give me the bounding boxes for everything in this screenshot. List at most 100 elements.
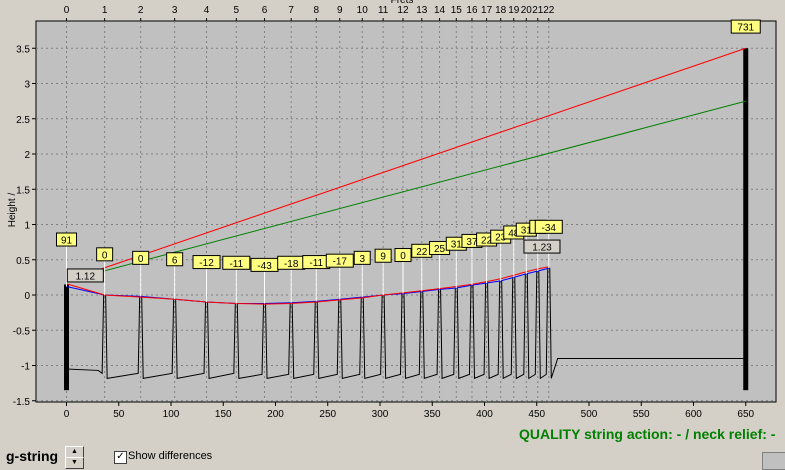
show-differences-label: Show differences [128, 450, 213, 462]
fret-number-label: 0 [64, 5, 70, 16]
value-label-box [222, 255, 251, 270]
extra-label: 1.23 [532, 243, 552, 254]
y-axis-label: Height / [7, 193, 18, 228]
value-label-box [56, 232, 77, 247]
y-tick-label: -1 [21, 362, 30, 373]
fret-number-label: 6 [262, 5, 268, 16]
series-line [66, 100, 746, 282]
extra-label-box [523, 239, 561, 254]
plot-area [35, 20, 777, 403]
fret-number-label: 20 [521, 5, 533, 16]
value-label: 48 [508, 228, 520, 239]
value-label: 0 [138, 254, 144, 265]
value-label: 37 [466, 237, 478, 248]
fret-number-label: 3 [172, 5, 178, 16]
saddle-post [743, 48, 749, 391]
x-tick-label: 0 [64, 409, 70, 420]
extra-label-box [730, 19, 761, 34]
fret-number-label: 18 [495, 5, 507, 16]
value-label-box [96, 247, 114, 262]
value-label: 0 [102, 250, 108, 261]
value-label-box [394, 248, 412, 263]
fret-number-label: 19 [508, 5, 520, 16]
neck-profile-chart: -1.5-1-0.500.511.522.533.50 50 100 150 200 25… [7, 0, 777, 420]
nut-post [64, 284, 69, 391]
fret-number-label: 16 [466, 5, 478, 16]
y-tick-label: 0 [24, 291, 30, 302]
fret-number-label: 5 [234, 5, 240, 16]
fret-number-label: 14 [434, 5, 446, 16]
x-tick-label: 50 [113, 409, 125, 420]
y-tick-label: -1.5 [13, 397, 31, 408]
x-tick-label: 150 [215, 409, 232, 420]
value-label-box [534, 219, 563, 234]
fret-number-label: 2 [138, 5, 144, 16]
value-label-box [132, 250, 150, 265]
y-tick-label: 1 [24, 221, 30, 232]
x-tick-label: 350 [424, 409, 441, 420]
y-tick-label: 0.5 [16, 256, 30, 267]
value-label: 31 [521, 226, 533, 237]
x-tick-label: 500 [581, 409, 598, 420]
value-label: -11 [309, 258, 323, 269]
fret-number-label: 13 [416, 5, 428, 16]
fret-number-label: 9 [337, 5, 343, 16]
value-label: -11 [229, 259, 243, 270]
value-label: 22 [416, 247, 428, 258]
spin-down-button[interactable]: ▼ [65, 457, 84, 469]
bottom-toolbar [0, 440, 785, 469]
value-label: 23 [495, 233, 507, 244]
value-label-box [374, 248, 392, 263]
y-tick-label: 2 [24, 150, 30, 161]
extra-label: 1.12 [76, 271, 96, 282]
show-differences-checkbox[interactable]: ✓ [114, 451, 127, 464]
y-tick-label: -0.5 [13, 326, 31, 337]
value-label: 25 [434, 244, 446, 255]
fret-number-label: 11 [378, 5, 389, 16]
value-label-box [192, 255, 221, 270]
x-tick-label: 450 [528, 409, 545, 420]
fret-number-label: 10 [357, 5, 369, 16]
value-label-box [166, 252, 184, 267]
x-tick-label: 600 [685, 409, 702, 420]
y-tick-label: 3 [24, 80, 30, 91]
x-tick-label: 650 [737, 409, 754, 420]
x-tick-label: 100 [163, 409, 180, 420]
fret-number-label: 12 [397, 5, 409, 16]
value-label: 31 [451, 240, 463, 251]
series-line [66, 47, 746, 282]
value-label: -12 [199, 258, 214, 269]
fret-number-label: 8 [313, 5, 319, 16]
fret-number-label: 7 [288, 5, 294, 16]
x-tick-label: 250 [319, 409, 336, 420]
value-label: 9 [380, 252, 386, 263]
value-label: -17 [333, 257, 348, 268]
value-label: 6 [172, 255, 178, 266]
y-tick-label: 3.5 [16, 44, 30, 55]
string-name-label: g-string [6, 448, 59, 464]
fret-number-label: 1 [102, 5, 108, 16]
string-spinner[interactable]: ▲ ▼ [65, 446, 84, 469]
extra-label: 731 [737, 23, 754, 34]
value-label: -34 [542, 223, 557, 234]
x-tick-label: 200 [267, 409, 284, 420]
y-tick-label: 1.5 [16, 185, 30, 196]
y-tick-label: 2.5 [16, 115, 30, 126]
quality-status: QUALITY string action: - / neck relief: … [519, 426, 776, 442]
fret-number-label: 17 [481, 5, 493, 16]
value-label: -18 [284, 259, 299, 270]
value-label-box [325, 253, 354, 268]
value-label-box [353, 250, 371, 265]
value-label: 3 [359, 254, 365, 265]
x-tick-label: 550 [633, 409, 650, 420]
value-label: 91 [61, 236, 73, 247]
top-axis-label: Frets [391, 0, 414, 6]
fret-number-label: 15 [451, 5, 463, 16]
fret-number-label: 21 [532, 5, 544, 16]
extra-label-box [66, 268, 104, 283]
corner-panel [762, 452, 785, 470]
value-label: 0 [400, 251, 406, 262]
x-tick-label: 400 [476, 409, 493, 420]
value-label: 22 [481, 236, 493, 247]
fret-number-label: 22 [543, 5, 555, 16]
